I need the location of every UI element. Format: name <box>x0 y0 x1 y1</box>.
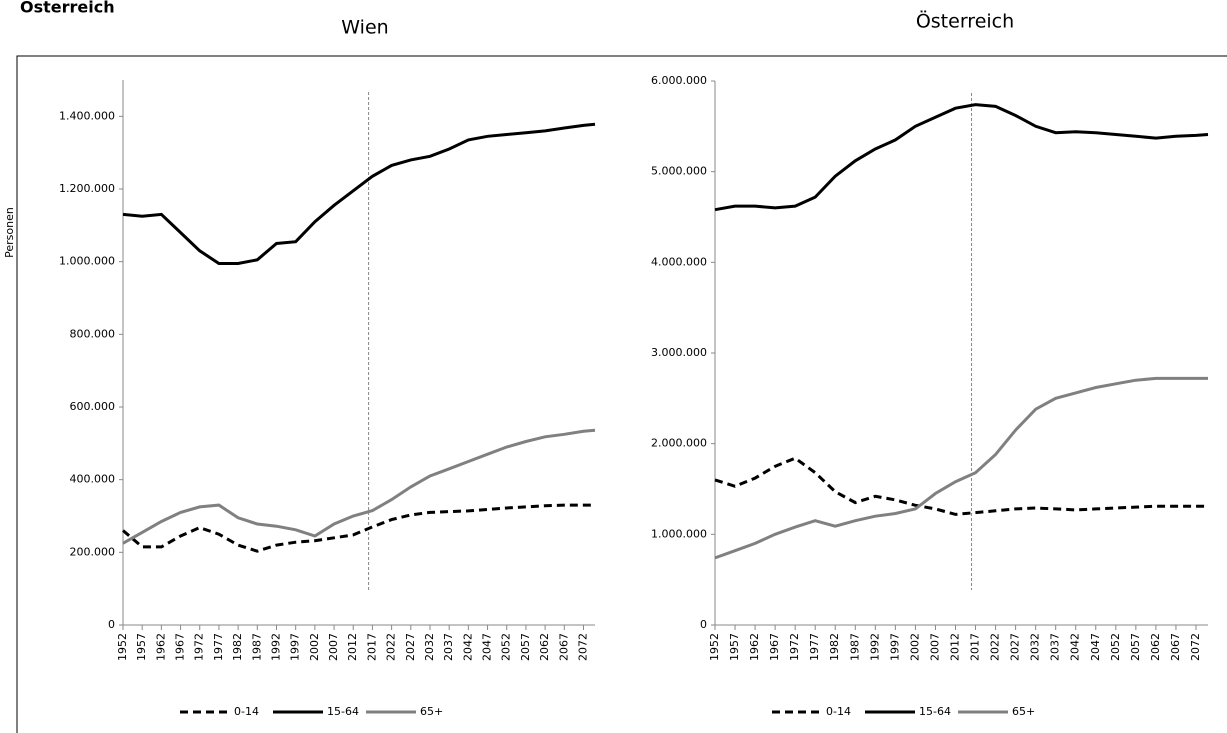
legend-label: 15-64 <box>327 705 359 718</box>
legend-label: 15-64 <box>919 705 951 718</box>
y-tick-label: 800.000 <box>70 327 116 340</box>
x-tick-label: 2032 <box>1029 633 1042 661</box>
x-tick-label: 1962 <box>748 633 761 661</box>
x-tick-label: 2012 <box>948 633 961 661</box>
series-line <box>714 103 1209 212</box>
y-tick-label: 1.000.000 <box>651 527 707 540</box>
x-tick-label: 2047 <box>1089 633 1102 661</box>
y-tick-label: 400.000 <box>70 473 116 486</box>
series-line <box>122 503 595 553</box>
x-tick-label: 2027 <box>1009 633 1022 661</box>
y-tick-label: 4.000.000 <box>651 255 707 268</box>
series-line <box>714 376 1208 560</box>
x-tick-label: 2062 <box>538 633 551 661</box>
x-tick-label: 1982 <box>231 633 244 661</box>
legend-label: 65+ <box>420 705 443 718</box>
y-tick-label: 0 <box>700 618 707 631</box>
legend-label: 65+ <box>1012 705 1035 718</box>
legend-label: 0-14 <box>826 705 851 718</box>
frame <box>16 55 1227 733</box>
series-line <box>122 122 596 265</box>
y-tick-label: 0 <box>108 618 115 631</box>
x-tick-label: 2017 <box>365 633 378 661</box>
x-tick-label: 2017 <box>969 633 982 661</box>
x-tick-label: 1962 <box>154 633 167 661</box>
x-tick-label: 1967 <box>174 633 187 661</box>
x-tick-label: 2072 <box>576 633 589 661</box>
x-tick-label: 2067 <box>557 633 570 661</box>
x-tick-label: 1972 <box>193 633 206 661</box>
y-tick-label: 600.000 <box>70 400 116 413</box>
x-tick-label: 1987 <box>848 633 861 661</box>
x-tick-label: 2002 <box>908 633 921 661</box>
y-tick-label: 1.000.000 <box>59 255 115 268</box>
x-tick-label: 1997 <box>289 633 302 661</box>
x-tick-label: 1997 <box>888 633 901 661</box>
y-tick-label: 5.000.000 <box>651 165 707 178</box>
legend-label: 0-14 <box>234 705 259 718</box>
x-tick-label: 2052 <box>1109 633 1122 661</box>
x-tick-label: 1957 <box>728 633 741 661</box>
x-tick-label: 1977 <box>808 633 821 661</box>
x-tick-label: 1992 <box>269 633 282 661</box>
x-tick-label: 2022 <box>385 633 398 661</box>
y-tick-label: 3.000.000 <box>651 346 707 359</box>
x-tick-label: 2027 <box>404 633 417 661</box>
series-line <box>122 428 596 545</box>
x-tick-label: 2007 <box>327 633 340 661</box>
x-tick-label: 2072 <box>1189 633 1202 661</box>
x-tick-label: 1987 <box>250 633 263 661</box>
y-axis-label: Personen <box>3 207 16 258</box>
y-tick-label: 1.200.000 <box>59 182 115 195</box>
x-tick-label: 1957 <box>135 633 148 661</box>
x-tick-label: 2042 <box>461 633 474 661</box>
y-tick-label: 2.000.000 <box>651 437 707 450</box>
series-line <box>714 456 1208 516</box>
x-tick-label: 1992 <box>868 633 881 661</box>
x-tick-label: 1977 <box>212 633 225 661</box>
x-tick-label: 2052 <box>500 633 513 661</box>
x-tick-label: 2037 <box>1049 633 1062 661</box>
x-tick-label: 2022 <box>989 633 1002 661</box>
x-tick-label: 1952 <box>116 633 129 661</box>
x-tick-label: 2057 <box>1129 633 1142 661</box>
chart-title: Österreich <box>916 10 1014 33</box>
x-tick-label: 1982 <box>828 633 841 661</box>
x-tick-label: 2047 <box>481 633 494 661</box>
y-tick-label: 1.400.000 <box>59 109 115 122</box>
x-tick-label: 1967 <box>768 633 781 661</box>
x-tick-label: 2002 <box>308 633 321 661</box>
x-tick-label: 2037 <box>442 633 455 661</box>
chart-title: Wien <box>341 17 388 39</box>
y-tick-label: 6.000.000 <box>651 74 707 87</box>
x-tick-label: 2067 <box>1169 633 1182 661</box>
x-tick-label: 1952 <box>708 633 721 661</box>
y-tick-label: 200.000 <box>70 545 116 558</box>
x-tick-label: 2012 <box>346 633 359 661</box>
x-tick-label: 1972 <box>788 633 801 661</box>
x-tick-label: 2032 <box>423 633 436 661</box>
x-tick-label: 2057 <box>519 633 532 661</box>
x-tick-label: 2007 <box>928 633 941 661</box>
x-tick-label: 2062 <box>1149 633 1162 661</box>
x-tick-label: 2042 <box>1069 633 1082 661</box>
page-title: Österreich <box>20 0 115 17</box>
